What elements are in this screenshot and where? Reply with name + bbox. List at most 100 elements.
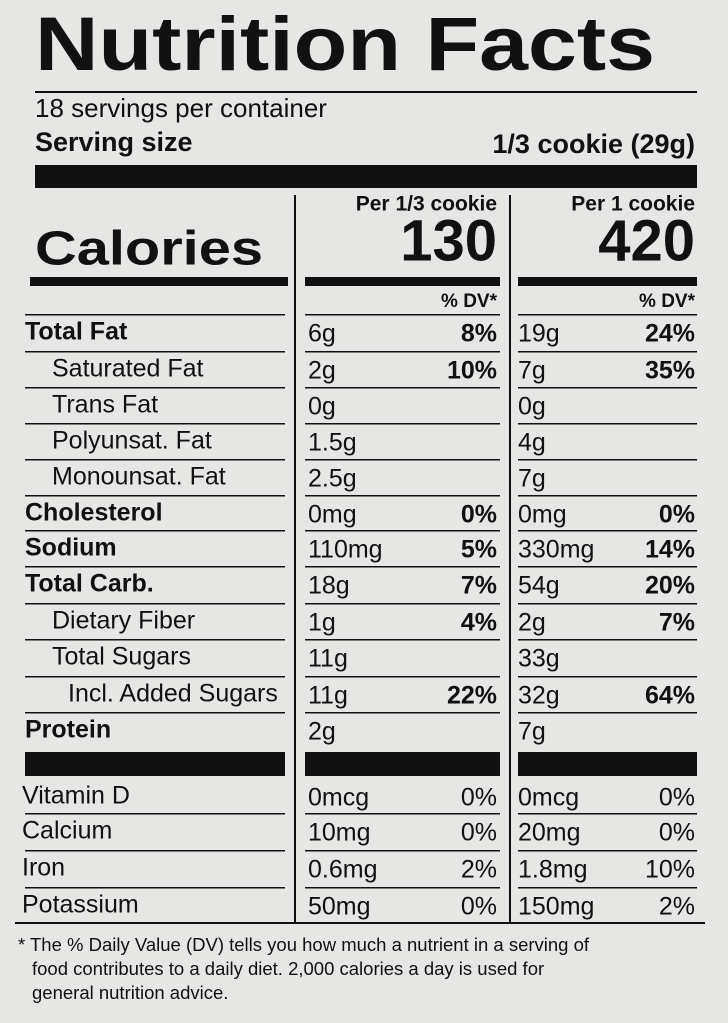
row-rule xyxy=(518,459,697,461)
nutrient-name: Total Carb. xyxy=(25,570,154,598)
amount: 7g xyxy=(518,357,546,385)
amount: 2.5g xyxy=(308,465,357,493)
row-rule xyxy=(518,712,697,714)
row-rule xyxy=(305,887,500,889)
row-rule xyxy=(305,566,500,568)
amount: 0mcg xyxy=(518,784,579,812)
row-rule xyxy=(25,351,285,353)
nutrient-name: Trans Fat xyxy=(52,391,158,419)
footnote: * The % Daily Value (DV) tells you how m… xyxy=(18,934,590,955)
nutrient-name: Polyunsat. Fat xyxy=(52,427,212,455)
daily-value: 64% xyxy=(645,682,695,710)
daily-value: 2% xyxy=(461,856,497,884)
thick-bar xyxy=(30,277,288,286)
daily-value: 5% xyxy=(461,536,497,564)
amount: 0.6mg xyxy=(308,856,377,884)
thick-bar xyxy=(518,752,697,776)
row-rule xyxy=(25,887,285,889)
thick-bar xyxy=(35,165,697,188)
amount: 54g xyxy=(518,572,560,600)
daily-value: 2% xyxy=(659,893,695,921)
daily-value: 7% xyxy=(659,609,695,637)
dv-header: % DV* xyxy=(441,291,498,312)
amount: 11g xyxy=(308,645,348,673)
amount: 0mg xyxy=(308,501,357,529)
daily-value: 0% xyxy=(461,501,497,529)
row-rule xyxy=(305,712,500,714)
row-rule xyxy=(305,676,500,678)
thick-bar xyxy=(518,277,697,286)
amount: 19g xyxy=(518,320,560,348)
amount: 2g xyxy=(308,357,336,385)
row-rule xyxy=(518,423,697,425)
row-rule xyxy=(518,530,697,532)
amount: 10mg xyxy=(308,819,371,847)
amount: 0mcg xyxy=(308,784,369,812)
daily-value: 8% xyxy=(461,320,497,348)
footnote: general nutrition advice. xyxy=(32,982,228,1003)
row-rule xyxy=(518,495,697,497)
amount: 6g xyxy=(308,320,336,348)
row-rule xyxy=(305,603,500,605)
row-rule xyxy=(305,351,500,353)
servings: 18 servings per container xyxy=(35,93,327,123)
row-rule xyxy=(518,387,697,389)
nutrient-name: Cholesterol xyxy=(25,499,163,527)
daily-value: 14% xyxy=(645,536,695,564)
amount: 50mg xyxy=(308,893,371,921)
amount: 0mg xyxy=(518,501,567,529)
row-rule xyxy=(25,423,285,425)
row-rule xyxy=(518,850,697,852)
amount: 1.5g xyxy=(308,429,357,457)
nutrient-name: Monounsat. Fat xyxy=(52,463,226,491)
column-divider xyxy=(509,195,511,923)
daily-value: 0% xyxy=(659,819,695,847)
row-rule xyxy=(25,813,285,815)
dv-header: % DV* xyxy=(639,291,696,312)
row-rule xyxy=(25,459,285,461)
nutrient-name: Calcium xyxy=(22,817,112,845)
row-rule xyxy=(25,676,285,678)
row-rule xyxy=(518,603,697,605)
row-rule xyxy=(305,387,500,389)
nutrient-name: Incl. Added Sugars xyxy=(68,680,278,708)
daily-value: 0% xyxy=(461,819,497,847)
nutrient-name: Saturated Fat xyxy=(52,355,204,383)
amount: 0g xyxy=(308,393,336,421)
daily-value: 35% xyxy=(645,357,695,385)
nutrient-name: Total Sugars xyxy=(52,643,191,671)
thick-bar xyxy=(25,752,285,776)
row-rule xyxy=(305,813,500,815)
amount: 330mg xyxy=(518,536,594,564)
nutrient-name: Potassium xyxy=(22,891,139,919)
nutrient-name: Total Fat xyxy=(25,318,128,346)
amount: 2g xyxy=(308,718,336,746)
serving-size-label: Serving size xyxy=(35,127,193,157)
row-rule xyxy=(25,566,285,568)
daily-value: 20% xyxy=(645,572,695,600)
row-rule xyxy=(305,423,500,425)
amount: 7g xyxy=(518,718,546,746)
amount: 7g xyxy=(518,465,546,493)
row-rule xyxy=(518,813,697,815)
nutrient-name: Iron xyxy=(22,854,65,882)
row-rule xyxy=(305,850,500,852)
amount: 18g xyxy=(308,572,350,600)
amount: 150mg xyxy=(518,893,594,921)
rule xyxy=(15,922,705,924)
nutrient-name: Dietary Fiber xyxy=(52,607,195,635)
amount: 20mg xyxy=(518,819,581,847)
row-rule xyxy=(518,887,697,889)
amount: 2g xyxy=(518,609,546,637)
calories-label: Calories xyxy=(35,223,263,276)
amount: 110mg xyxy=(308,536,383,564)
row-rule xyxy=(518,351,697,353)
row-rule xyxy=(518,676,697,678)
daily-value: 10% xyxy=(447,357,497,385)
daily-value: 7% xyxy=(461,572,497,600)
thick-bar xyxy=(305,277,500,286)
daily-value: 0% xyxy=(659,501,695,529)
daily-value: 0% xyxy=(461,784,497,812)
amount: 0g xyxy=(518,393,546,421)
